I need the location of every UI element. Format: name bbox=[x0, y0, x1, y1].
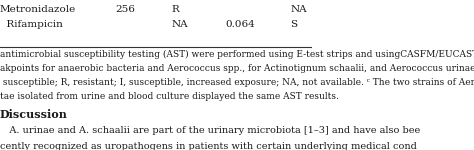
Text: tae isolated from urine and blood culture displayed the same AST results.: tae isolated from urine and blood cultur… bbox=[0, 92, 339, 101]
Text: 0.064: 0.064 bbox=[225, 20, 255, 29]
Text: cently recognized as uropathogens in patients with certain underlying medical co: cently recognized as uropathogens in pat… bbox=[0, 142, 417, 150]
Text: A. urinae and A. schaalii are part of the urinary microbiota [1–3] and have also: A. urinae and A. schaalii are part of th… bbox=[0, 126, 420, 135]
Text: R: R bbox=[172, 5, 180, 14]
Text: akpoints for anaerobic bacteria and Aerococcus spp., for Actinotignum schaalii, : akpoints for anaerobic bacteria and Aero… bbox=[0, 64, 474, 73]
Text: 256: 256 bbox=[116, 5, 136, 14]
Text: Rifampicin: Rifampicin bbox=[0, 20, 63, 29]
Text: Metronidazole: Metronidazole bbox=[0, 5, 76, 14]
Text: antimicrobial susceptibility testing (AST) were performed using E-test strips an: antimicrobial susceptibility testing (AS… bbox=[0, 50, 474, 59]
Text: Discussion: Discussion bbox=[0, 109, 68, 120]
Text: NA: NA bbox=[172, 20, 189, 29]
Text: NA: NA bbox=[291, 5, 307, 14]
Text: S: S bbox=[291, 20, 298, 29]
Text: susceptible; R, resistant; I, susceptible, increased exposure; NA, not available: susceptible; R, resistant; I, susceptibl… bbox=[0, 78, 474, 87]
